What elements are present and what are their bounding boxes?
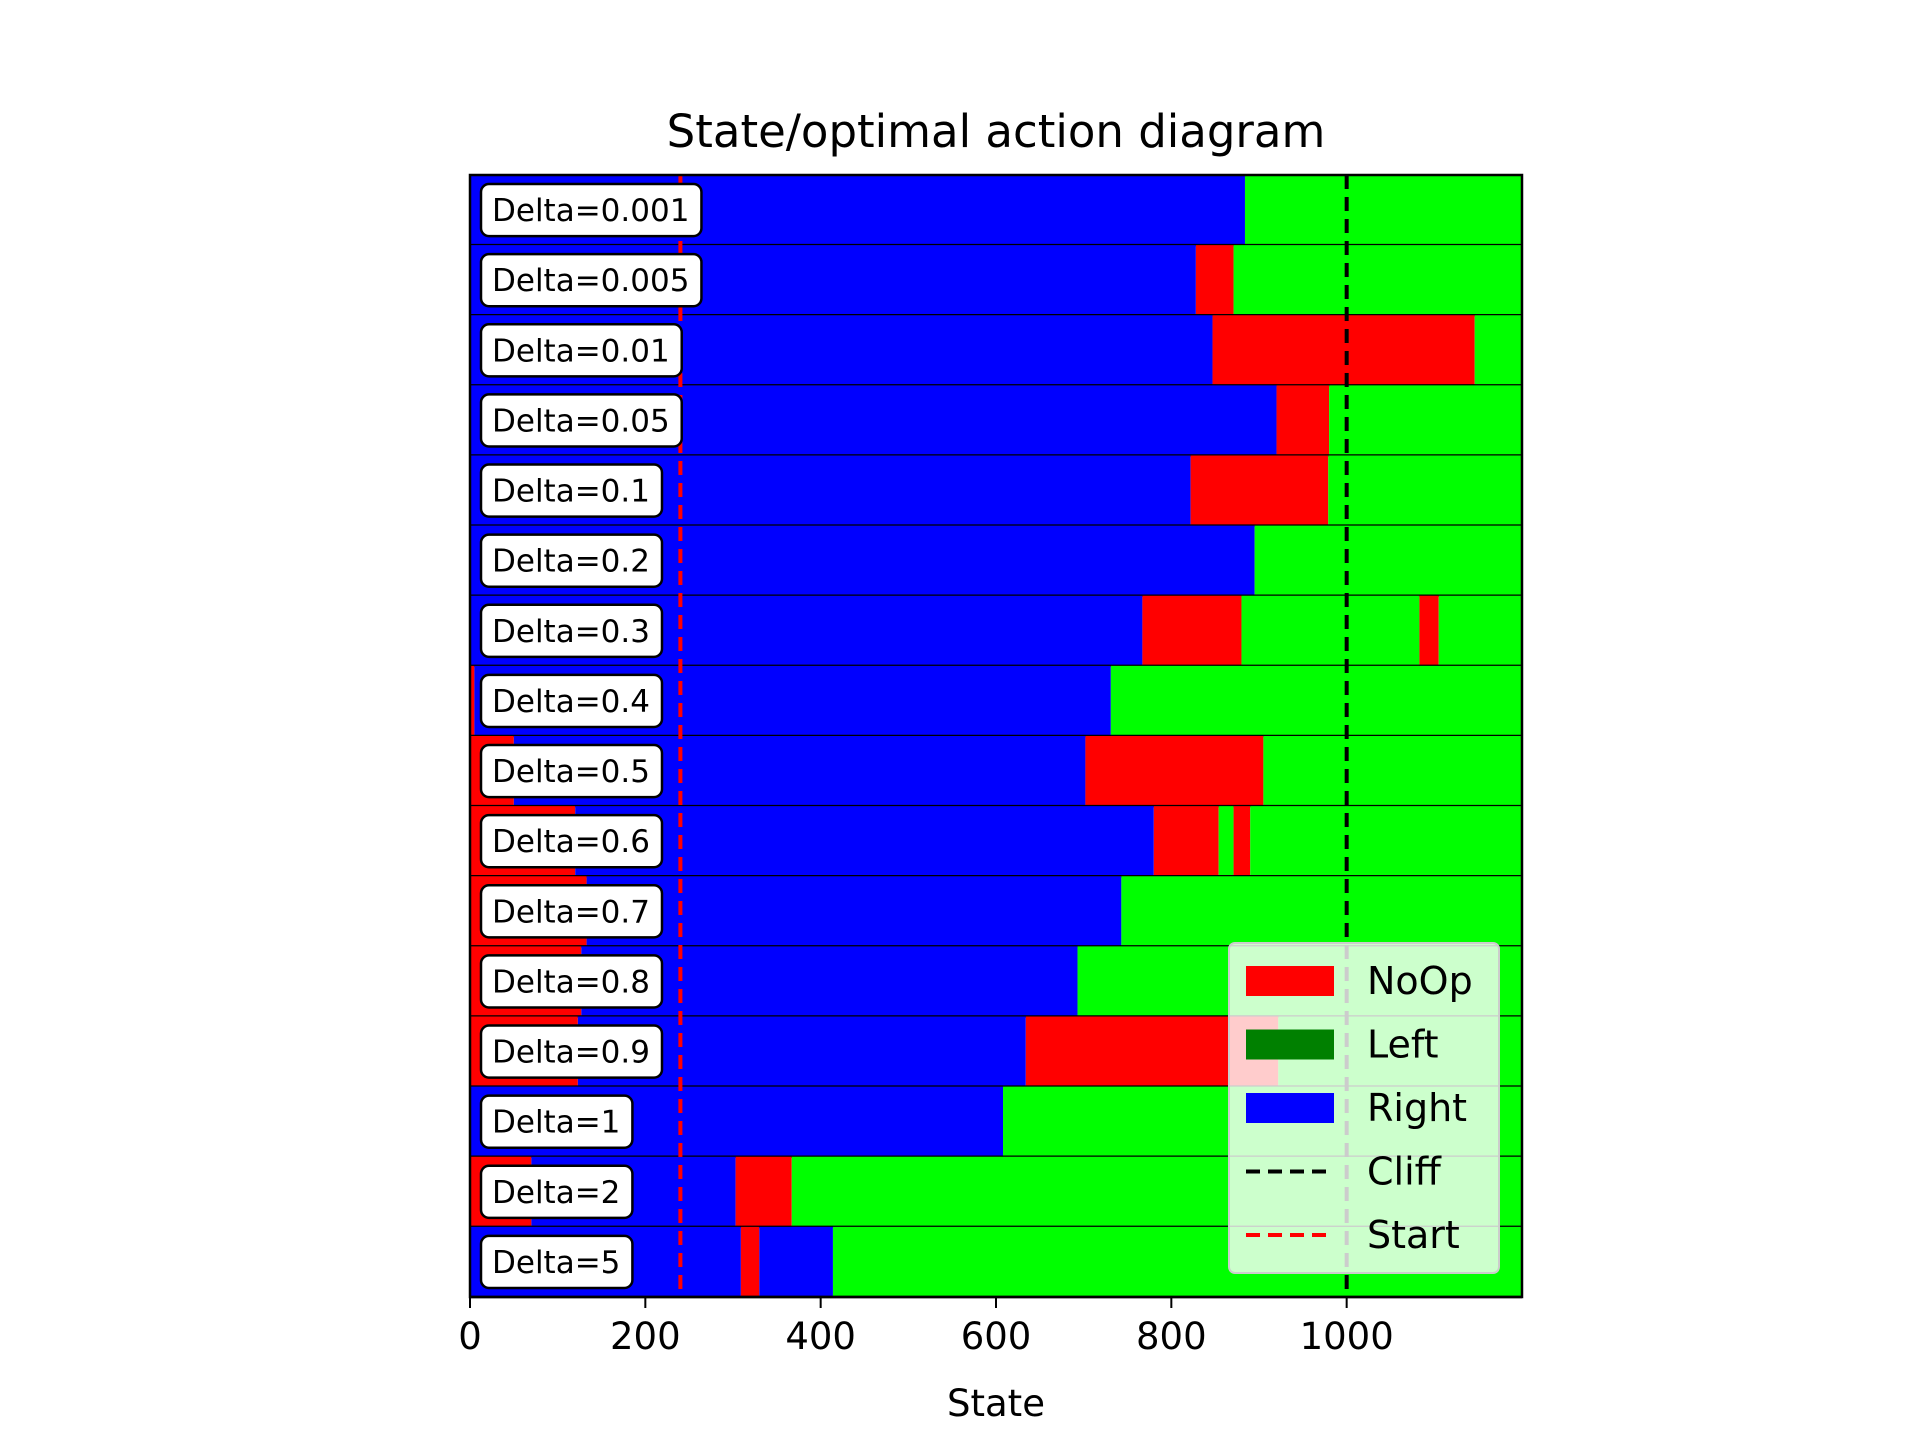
row-label-text: Delta=0.6 [492, 824, 650, 860]
legend-swatch-right [1246, 1093, 1334, 1123]
row-label-box [479, 1094, 634, 1149]
bar-segment-noop [1190, 455, 1329, 526]
row-label-box [479, 813, 664, 869]
row-label-text: Delta=0.3 [492, 614, 650, 650]
bar-segment-left [1233, 245, 1522, 316]
bar-segment-noop [1153, 806, 1219, 877]
bar-segment-left [1241, 595, 1420, 666]
row-label-text: Delta=0.5 [492, 754, 650, 790]
bar-segment-noop [1233, 806, 1251, 877]
x-tick-label: 400 [785, 1315, 856, 1358]
row-label-text: Delta=2 [492, 1175, 620, 1211]
x-tick-label: 0 [458, 1315, 482, 1358]
row-label-box [479, 323, 683, 378]
bar-segment-left [1474, 315, 1522, 386]
row-label: Delta=2 [479, 1164, 634, 1220]
bar-segment-left [1110, 665, 1522, 736]
bar-segment-right [575, 806, 1154, 877]
row-label-text: Delta=0.005 [492, 263, 689, 299]
row-labels-layer: Delta=0.001 Delta=0.005 Delta=0.01 Delta=0.… [479, 182, 703, 1290]
bar-segment-noop [470, 665, 475, 736]
row-label: Delta=0.1 [479, 463, 664, 518]
legend-label: Start [1367, 1213, 1460, 1257]
row-label-box [479, 673, 664, 729]
bar-segment-left [1263, 736, 1522, 807]
row-label: Delta=0.005 [479, 252, 703, 308]
row-label-box [479, 884, 664, 939]
row-label: Delta=0.5 [479, 743, 664, 799]
legend: NoOp Left Right Cliff Start [1228, 942, 1500, 1274]
row-label: Delta=1 [479, 1094, 634, 1149]
row-label: Delta=0.3 [479, 603, 664, 659]
bar-segment-noop [1212, 315, 1475, 386]
row-label-box [479, 954, 664, 1009]
legend-swatch-left [1246, 1029, 1334, 1060]
row-label-box [479, 1164, 634, 1220]
row-label-box [479, 533, 664, 588]
row-label-box [479, 743, 664, 799]
bar-segment-left [1328, 455, 1522, 526]
row-label-text: Delta=5 [492, 1245, 620, 1281]
bar-segment-left [1329, 385, 1522, 456]
legend-label: NoOp [1367, 959, 1473, 1003]
bar-segment-noop [740, 1226, 760, 1297]
row-label-box [479, 182, 703, 238]
legend-label: Left [1367, 1023, 1439, 1067]
row-label-text: Delta=0.1 [492, 474, 650, 510]
x-tick-label: 800 [1136, 1315, 1207, 1358]
legend-label: Cliff [1367, 1150, 1442, 1194]
bar-segment-left [1254, 525, 1522, 596]
row-label: Delta=0.4 [479, 673, 664, 729]
row-label: Delta=0.7 [479, 884, 664, 939]
row-label-text: Delta=0.4 [492, 684, 650, 720]
row-label-text: Delta=0.05 [492, 403, 670, 439]
row-label: Delta=5 [479, 1234, 634, 1290]
bar-segment-left [1244, 175, 1522, 246]
row-label: Delta=0.8 [479, 954, 664, 1009]
bar-segment-right [586, 876, 1122, 947]
bar-segment-noop [1085, 736, 1264, 807]
row-label-box [479, 1234, 634, 1290]
row-label-text: Delta=0.9 [492, 1035, 650, 1071]
bar-segment-left [1121, 876, 1522, 947]
chart-title: State/optimal action diagram [667, 105, 1326, 158]
bar-segment-left [1218, 806, 1234, 877]
x-tick-label: 600 [961, 1315, 1032, 1358]
legend-swatch-noop [1246, 966, 1334, 996]
x-tick-label: 200 [610, 1315, 681, 1358]
row-label-text: Delta=0.2 [492, 544, 650, 580]
row-label-box [479, 252, 703, 308]
bar-segment-noop [1276, 385, 1330, 456]
bar-segment-noop [735, 1156, 792, 1227]
row-label: Delta=0.6 [479, 813, 664, 869]
row-label-text: Delta=0.8 [492, 964, 650, 1000]
legend-frame [1228, 942, 1500, 1274]
bar-segment-noop [1142, 595, 1242, 666]
x-axis: 0 200 400 600 800 1000 [458, 1297, 1394, 1358]
legend-label: Right [1367, 1086, 1467, 1130]
bar-segment-noop [1419, 595, 1439, 666]
row-label-box [479, 1024, 664, 1079]
row-label-box [479, 463, 664, 518]
row-label: Delta=0.9 [479, 1024, 664, 1079]
row-label-box [479, 393, 683, 448]
row-label: Delta=0.01 [479, 323, 683, 378]
row-label-text: Delta=0.7 [492, 894, 650, 930]
bar-segment-left [1438, 595, 1522, 666]
bar-segment-left [1250, 806, 1522, 877]
row-label-text: Delta=0.01 [492, 333, 670, 369]
row-label: Delta=0.2 [479, 533, 664, 588]
row-label-box [479, 603, 664, 659]
row-label-text: Delta=0.001 [492, 193, 689, 229]
row-label: Delta=0.001 [479, 182, 703, 238]
bar-segment-right [759, 1226, 833, 1297]
bar-segment-right [581, 946, 1078, 1017]
x-axis-label: State [947, 1382, 1045, 1425]
bar-segment-noop [1195, 245, 1234, 316]
row-label-text: Delta=1 [492, 1105, 620, 1141]
x-tick-label: 1000 [1300, 1315, 1394, 1358]
row-label: Delta=0.05 [479, 393, 683, 448]
